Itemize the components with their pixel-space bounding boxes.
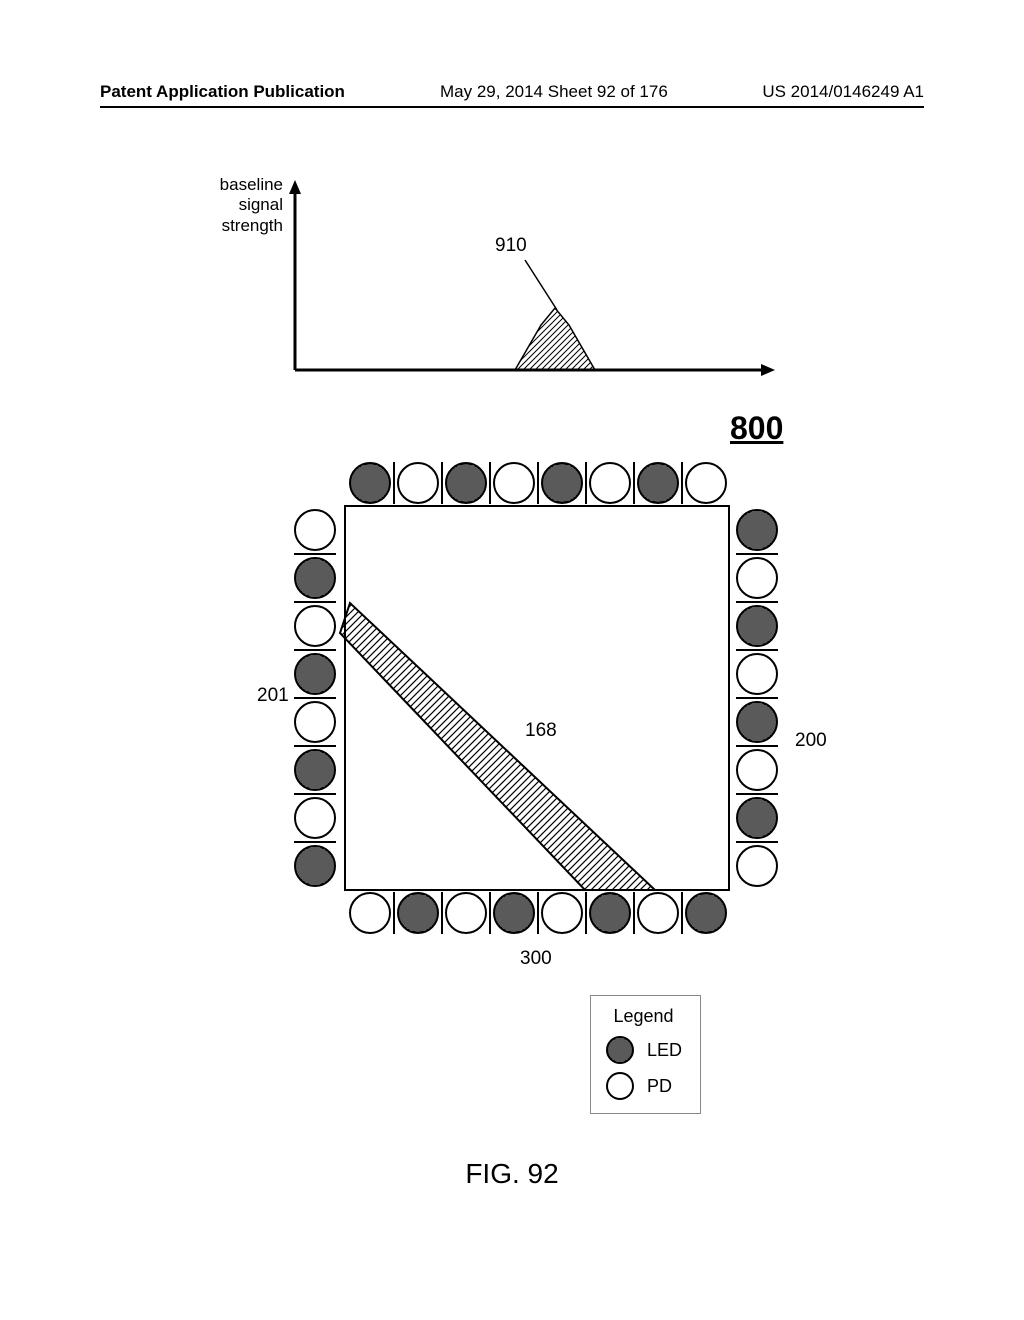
bottom-sensors: [350, 892, 726, 934]
header-right: US 2014/0146249 A1: [762, 82, 924, 102]
top-sensors: [350, 462, 726, 504]
left-sensors: [294, 510, 336, 886]
legend-row-led: LED: [605, 1035, 682, 1065]
light-beam-168: [340, 603, 655, 890]
ref-168: 168: [525, 720, 557, 742]
x-axis-arrow: [761, 364, 775, 376]
led-icon: [605, 1035, 635, 1065]
y-axis-arrow: [289, 180, 301, 194]
legend-title: Legend: [605, 1006, 682, 1027]
legend-pd-label: PD: [647, 1076, 672, 1097]
chart-svg: [245, 180, 775, 390]
page-header: Patent Application Publication May 29, 2…: [100, 82, 924, 108]
figure-92: baseline signal strength 910 800: [100, 150, 924, 1150]
header-left: Patent Application Publication: [100, 82, 345, 101]
figure-label: FIG. 92: [465, 1158, 558, 1190]
leader-910: [525, 260, 557, 310]
y-axis-label: baseline signal strength: [193, 175, 283, 236]
touch-panel: 201 200 300 168: [275, 450, 795, 970]
ref-201: 201: [257, 685, 289, 707]
ref-910: 910: [495, 235, 527, 257]
pd-icon: [605, 1071, 635, 1101]
legend-led-label: LED: [647, 1040, 682, 1061]
legend-box: Legend LED PD: [590, 995, 701, 1114]
ref-800: 800: [730, 410, 783, 447]
signal-chart: baseline signal strength 910: [245, 180, 775, 390]
header-center: May 29, 2014 Sheet 92 of 176: [440, 82, 668, 102]
legend-row-pd: PD: [605, 1071, 682, 1101]
ref-200: 200: [795, 730, 827, 752]
right-sensors: [736, 510, 778, 886]
signal-peak: [515, 308, 595, 370]
ref-300: 300: [520, 948, 552, 970]
